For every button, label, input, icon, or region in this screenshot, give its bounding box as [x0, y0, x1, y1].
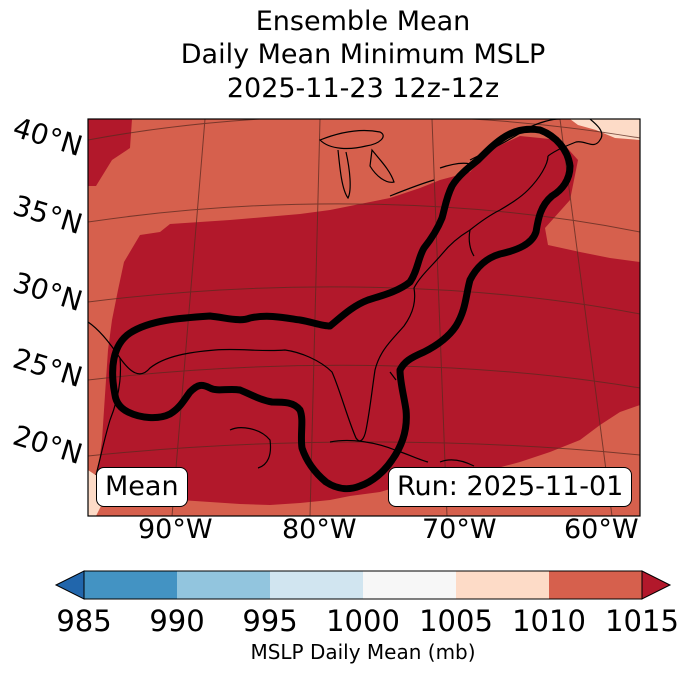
colorbar-extend-low [54, 570, 85, 600]
lon-label-80: 80°W [282, 514, 357, 545]
meridian-60 [559, 119, 613, 516]
colorbar-tick-1005: 1005 [419, 604, 493, 638]
lon-label-70: 70°W [422, 514, 497, 545]
colorbar-tick-1000: 1000 [326, 604, 400, 638]
colorbar-tick-985: 985 [56, 604, 112, 638]
colorbar-label: MSLP Daily Mean (mb) [250, 640, 476, 664]
coastline-hispaniola [439, 459, 475, 467]
colorbar-bin-995-1000 [270, 571, 363, 599]
colorbar-bin-1010-1015 [549, 571, 642, 599]
parallel-25 [88, 364, 640, 389]
coastline-gulf [88, 155, 549, 442]
colorbar-bin-1005-1010 [456, 571, 549, 599]
contour-1010 [109, 125, 574, 493]
colorbar-tick-990: 990 [149, 604, 205, 638]
meridian-70 [431, 119, 448, 516]
coastline-lake-huron [369, 148, 395, 183]
mean-label-box: Mean [96, 467, 188, 507]
parallel-35 [88, 203, 640, 233]
map-field [88, 119, 640, 516]
parallel-40 [88, 119, 640, 141]
meridian-80 [309, 119, 321, 516]
coastline-lake-erie [389, 179, 435, 197]
lon-label-60: 60°W [564, 514, 639, 545]
coastline-yucatan [229, 427, 272, 469]
run-label-box: Run: 2025-11-01 [388, 467, 633, 507]
colorbar-bin-985-990 [84, 571, 177, 599]
parallel-20 [88, 441, 640, 457]
title-line-3: 2025-11-23 12z-12z [226, 73, 500, 104]
pressure-field-1015-main [98, 136, 640, 505]
lon-label-90: 90°W [138, 514, 213, 545]
title-line-1: Ensemble Mean [255, 6, 471, 37]
colorbar-tick-1010: 1010 [512, 604, 586, 638]
coastline-lake-michigan [337, 149, 351, 200]
coastline-lake-ontario [439, 162, 471, 169]
colorbar-frame [83, 570, 643, 600]
colorbar [54, 570, 672, 600]
colorbar-tick-995: 995 [242, 604, 298, 638]
pressure-field-1015-nw [88, 119, 132, 186]
colorbar-bin-990-995 [177, 571, 270, 599]
colorbar-extend-high [641, 570, 672, 600]
map-frame [87, 118, 641, 517]
coastline-chesapeake [468, 229, 475, 257]
colorbar-bin-1000-1005 [363, 571, 456, 599]
colorbar-tick-1015: 1015 [605, 604, 679, 638]
coastline-lake-superior [318, 129, 384, 150]
parallel-30 [88, 286, 640, 315]
title-line-2: Daily Mean Minimum MSLP [180, 39, 546, 70]
coastline-mexico [95, 357, 122, 476]
